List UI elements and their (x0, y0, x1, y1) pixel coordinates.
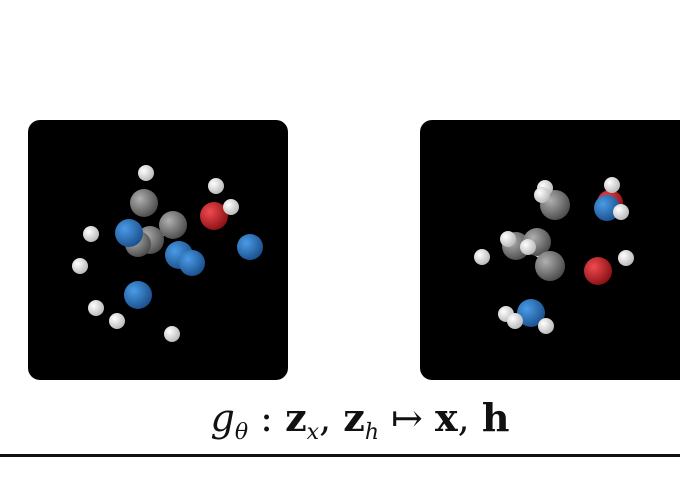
hydrogen-atom (507, 313, 523, 329)
hydrogen-atom (618, 250, 634, 266)
nitrogen-atom (124, 281, 152, 309)
hydrogen-atom (613, 204, 629, 220)
hydrogen-atom (138, 165, 154, 181)
molecule-panel-right (420, 120, 680, 380)
oxygen-atom (584, 257, 612, 285)
hydrogen-atom (474, 249, 490, 265)
z-symbol: z (343, 395, 365, 440)
hydrogen-atom (164, 326, 180, 342)
hydrogen-atom (534, 187, 550, 203)
mapping-equation: gθ : zx, zh ↦ x, h (0, 395, 680, 445)
hydrogen-atom (109, 313, 125, 329)
hydrogen-atom (72, 258, 88, 274)
carbon-atom (159, 211, 187, 239)
colon-symbol: : (248, 396, 286, 440)
hydrogen-atom (500, 231, 516, 247)
z-symbol: z (285, 395, 307, 440)
oxygen-atom (200, 202, 228, 230)
hydrogen-atom (208, 178, 224, 194)
hydrogen-atom (223, 199, 239, 215)
theta-subscript: θ (234, 420, 249, 445)
comma: , (457, 396, 482, 440)
carbon-atom (535, 251, 565, 281)
hydrogen-atom (83, 226, 99, 242)
g-symbol: g (210, 396, 235, 440)
x-symbol: x (435, 395, 458, 440)
carbon-atom (130, 189, 158, 217)
hydrogen-atom (604, 177, 620, 193)
nitrogen-atom (237, 234, 263, 260)
molecule-panel-left (28, 120, 288, 380)
hydrogen-atom (520, 239, 536, 255)
hydrogen-atom (538, 318, 554, 334)
h-subscript: h (364, 420, 380, 445)
h-symbol: h (481, 395, 510, 440)
nitrogen-atom (517, 299, 545, 327)
x-subscript: x (306, 420, 320, 445)
molecule-render-right (474, 177, 634, 334)
comma: , (319, 396, 344, 440)
nitrogen-atom (179, 250, 205, 276)
hydrogen-atom (88, 300, 104, 316)
nitrogen-atom (115, 219, 143, 247)
mapsto-arrow: ↦ (379, 396, 436, 440)
horizontal-rule (0, 454, 680, 457)
molecule-render-left (72, 165, 263, 342)
